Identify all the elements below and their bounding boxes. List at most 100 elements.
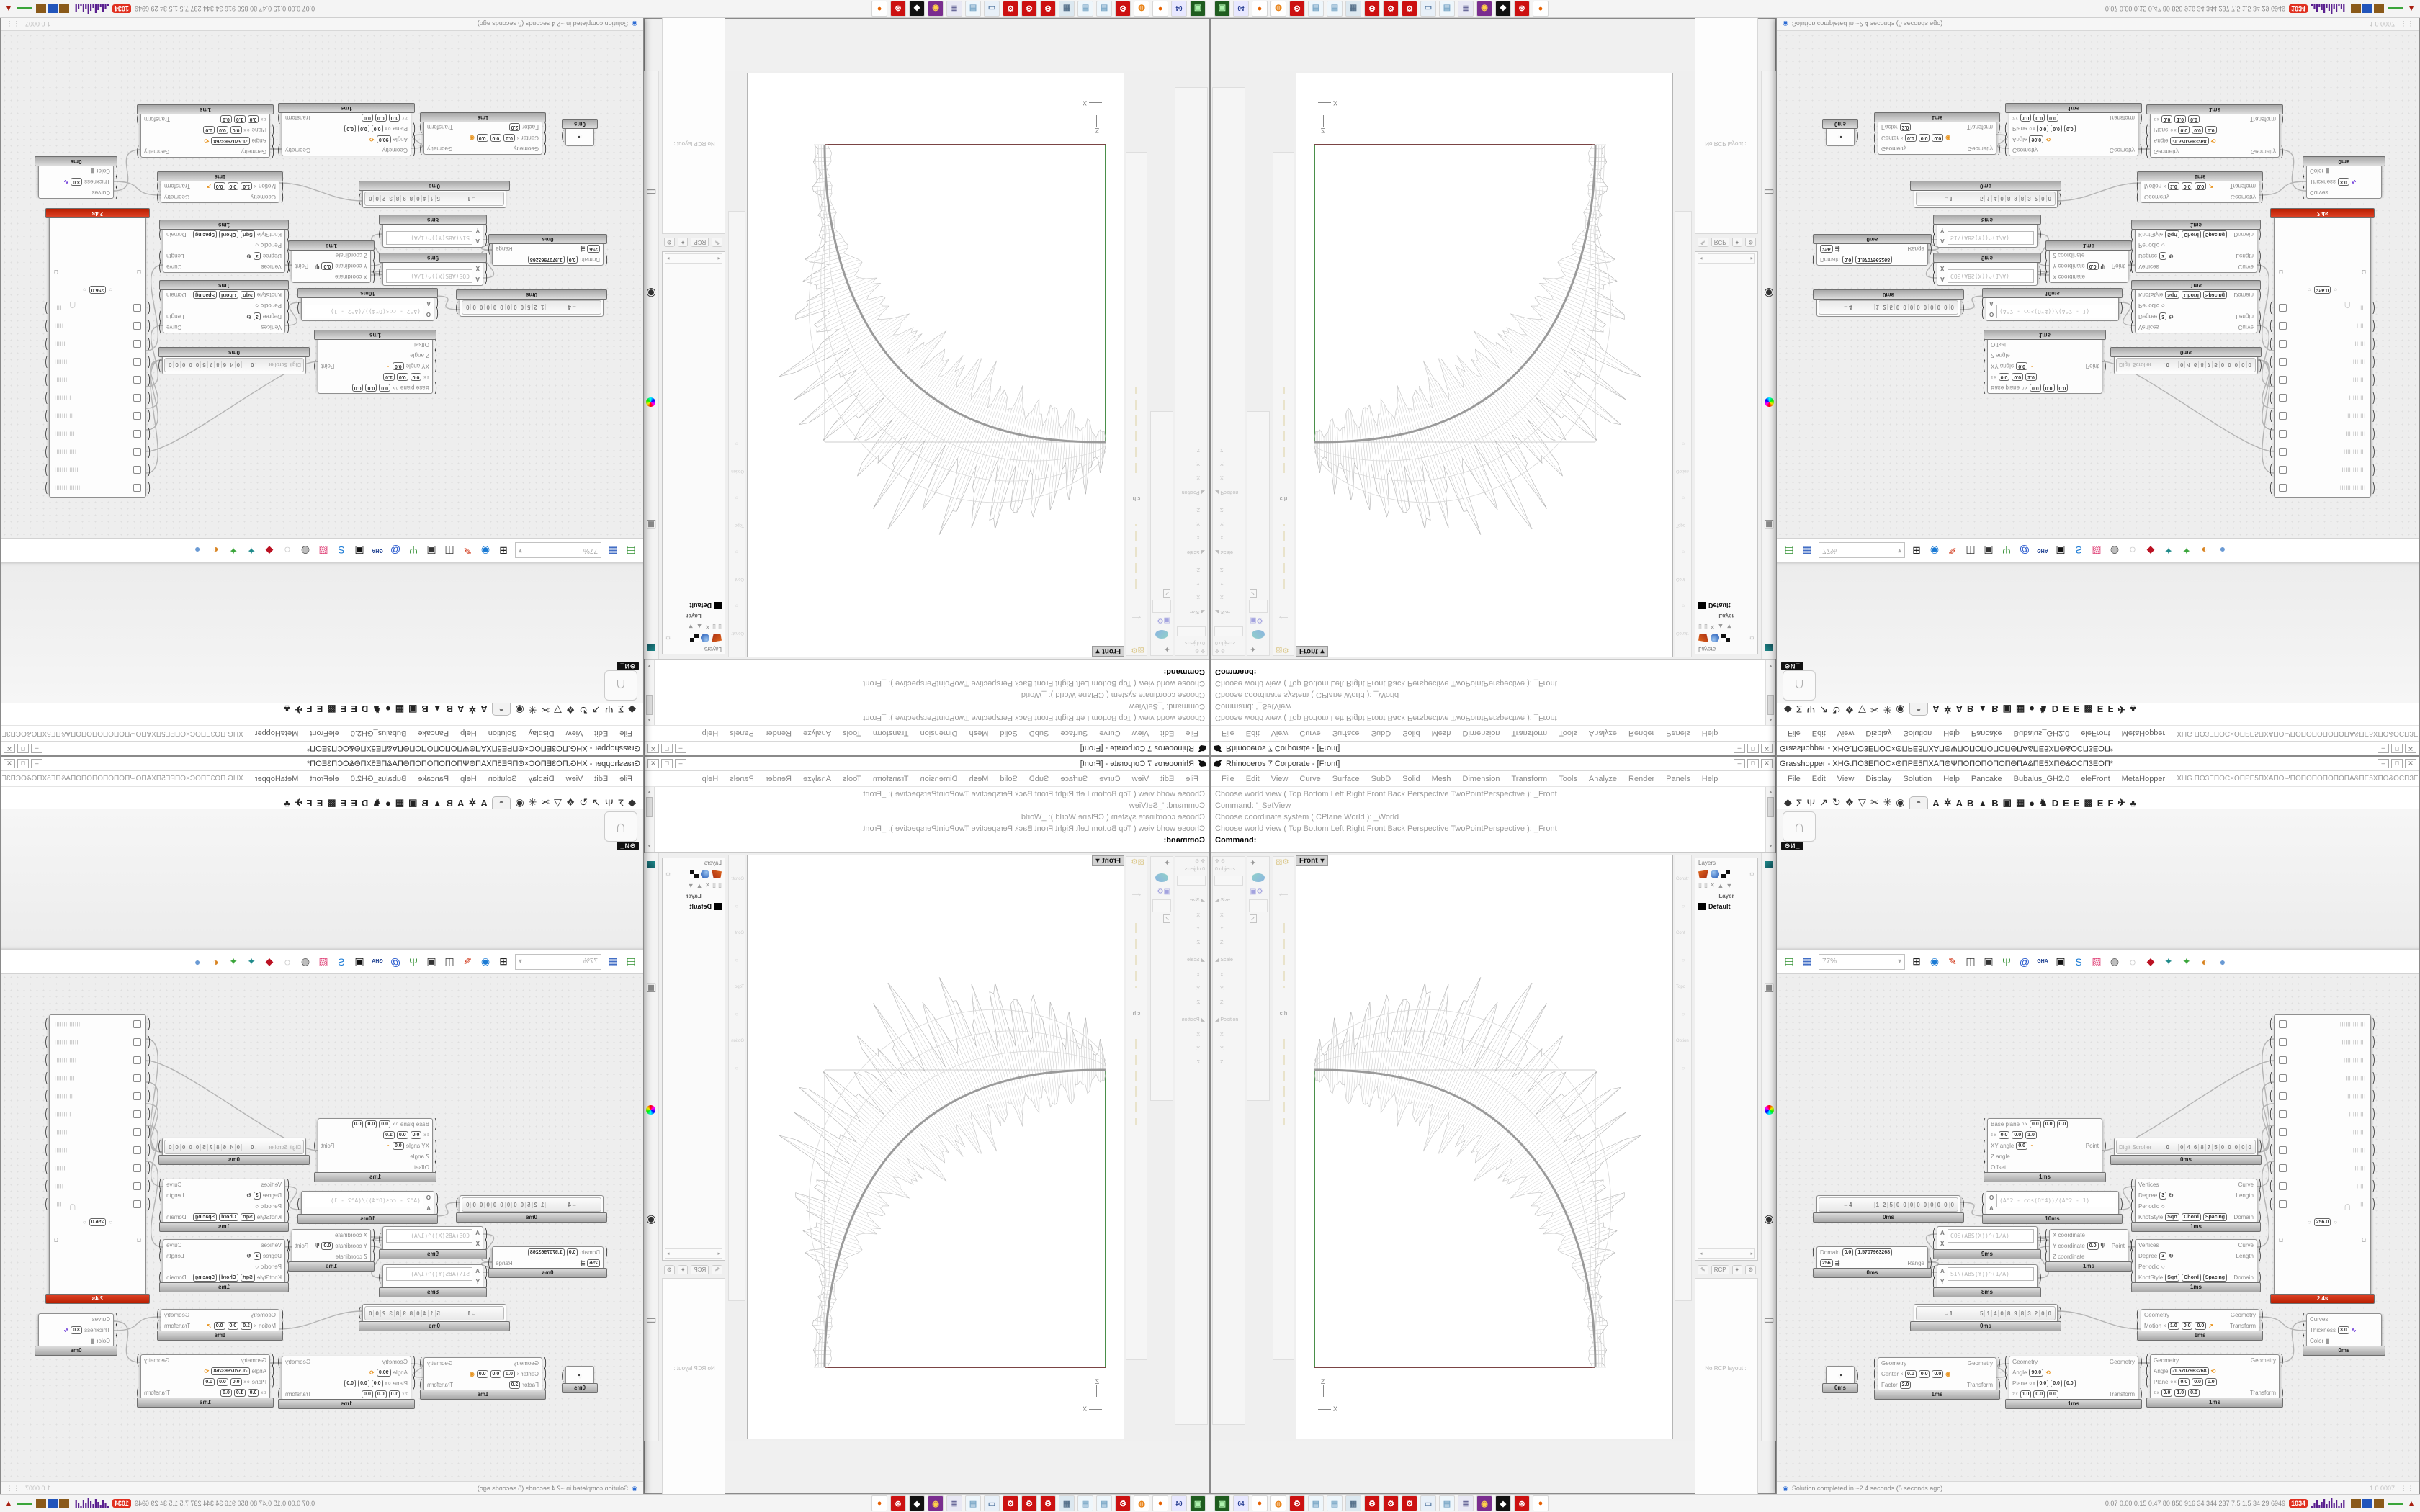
value-chip[interactable]: 0.0 (2033, 1390, 2045, 1398)
digit-scroller-3[interactable]: →1 5 1 4 0 8 9 8 3 2 0 0) 0ms (358, 181, 510, 208)
tree-icon[interactable]: Ψ (2002, 955, 2011, 968)
search-icon[interactable]: S (2075, 544, 2082, 557)
custom-preview-node[interactable]: (Curves(Thickness 3.0 ∿(Color ▮ 0ms (35, 156, 118, 200)
value-chip[interactable]: 90.0 (2029, 135, 2044, 143)
value-chip[interactable]: 0.0 (2087, 262, 2099, 270)
output-hook[interactable]: ) (45, 427, 48, 441)
nurbs-curve-2[interactable]: (VerticesCurve)(Degree3↻Length)(Periodic… (158, 1238, 290, 1292)
chevron-down-icon[interactable]: ▾ (519, 958, 523, 966)
output-hook[interactable]: ) (277, 111, 280, 125)
output-hook[interactable]: ) (297, 301, 300, 315)
camera-icon[interactable]: ◉ (646, 287, 656, 300)
value-chip[interactable]: Spacing (2202, 230, 2228, 238)
display-input[interactable] (1152, 899, 1171, 912)
firefox-app-icon[interactable]: ● (1152, 1495, 1168, 1511)
value-chip[interactable]: 0.0 (2181, 1322, 2193, 1330)
value-chip[interactable]: 0.0 (358, 1380, 369, 1387)
output-hook[interactable]: ) (45, 1071, 48, 1085)
output-hook[interactable]: ) (2039, 1232, 2042, 1246)
value-chip[interactable]: 0.0 (2063, 1380, 2076, 1387)
digit-cell[interactable]: 0 (1914, 304, 1922, 311)
input-hook[interactable]: ( (1812, 1245, 1815, 1259)
redgear-app-icon-4[interactable]: ⚙ (1003, 1495, 1018, 1511)
paint-icon[interactable]: ✎ (463, 955, 472, 967)
input-hook[interactable]: ( (1983, 338, 1986, 352)
notepad-app-icon-3[interactable]: ▤ (1439, 1495, 1455, 1511)
plugin-tab-8[interactable]: ● (2029, 703, 2035, 714)
maths-tab[interactable]: Σ (1796, 797, 1803, 809)
digit-cell[interactable]: 2 (380, 1310, 388, 1317)
input-hook[interactable]: ( (2269, 1197, 2272, 1211)
digit-cell[interactable]: 0 (167, 1143, 174, 1151)
digit-cell[interactable]: 0 (2246, 1143, 2253, 1151)
digit-cell[interactable]: 6 (2191, 1143, 2198, 1151)
output-hook[interactable]: ) (2372, 1089, 2375, 1103)
construct-point-node[interactable]: (X coordinate(Y coordinate 0.0 Ψ Point)(Z c… (2045, 240, 2133, 284)
layer-row-default[interactable]: Default (1695, 600, 1757, 611)
digit-cell[interactable]: 8 (215, 1143, 222, 1151)
digit-cell[interactable]: 1 (539, 304, 547, 311)
input-hook[interactable]: ( (544, 120, 547, 135)
rhino-menu-help[interactable]: Help (702, 729, 719, 738)
notepad-app-icon-1[interactable]: ▤ (1308, 1, 1324, 17)
digit-cell[interactable]: 8 (2198, 361, 2205, 369)
redgear-app-icon-1[interactable]: ⚙ (1289, 1, 1305, 17)
open-file-icon[interactable]: ▤ (1784, 955, 1794, 967)
preview-green-icon[interactable]: ✦ (229, 955, 238, 967)
package-icon[interactable]: ▧ (318, 545, 328, 557)
command-prompt[interactable]: Command: (1215, 667, 1257, 676)
output-hook[interactable]: ) (45, 337, 48, 351)
cluster-toggle[interactable] (2279, 1146, 2287, 1154)
output-hook[interactable]: ) (1962, 301, 1965, 315)
chevron-down-icon[interactable]: ▾ (1320, 647, 1325, 655)
digit-cell[interactable]: 5 (1978, 195, 1985, 202)
scale-node[interactable]: (Geometry Geometry)(Center x 0.0 0.0 0.0 ◉(Fac… (1873, 1356, 2001, 1400)
value-chip[interactable]: 0.0 (1932, 134, 1944, 142)
gem-icon[interactable]: ◆ (265, 955, 274, 967)
output-hook[interactable]: ) (1930, 242, 1932, 256)
output-hook[interactable]: ) (2372, 1125, 2375, 1139)
expression-text[interactable]: (A^2 - cos(O*4))/(A^2 - 1) (305, 1194, 424, 1207)
output-hook[interactable]: ) (297, 1197, 300, 1211)
value-chip[interactable]: 0.0 (2063, 125, 2076, 132)
expression-cos[interactable]: A(X(COS(ABS(X))^(1/A)) 9ms (1932, 253, 2042, 286)
layer-row-default[interactable]: Default (663, 901, 725, 912)
digit-cell[interactable]: 0 (1948, 304, 1955, 311)
input-hook[interactable]: ( (2269, 1107, 2272, 1121)
input-hook[interactable]: ( (1983, 381, 1986, 395)
plugin-tab-2[interactable]: A (1955, 798, 1963, 809)
digit-cell[interactable]: 2 (2032, 1310, 2039, 1317)
digit-cell[interactable]: 0 (485, 304, 492, 311)
plugin-tab-10[interactable]: D (2051, 703, 2059, 714)
digit-cell[interactable]: 6 (221, 1143, 229, 1151)
value-chip[interactable]: Sqrt (240, 230, 255, 238)
value-chip[interactable]: 256 (1820, 1259, 1833, 1267)
cluster-toggle[interactable] (2279, 448, 2287, 456)
selected-plugin-tab[interactable]: ◓ (491, 796, 511, 809)
value-chip[interactable]: 256.0 (2313, 286, 2331, 294)
output-hook[interactable]: ) (2372, 373, 2375, 387)
rotate-node-1[interactable]: (Geometry Geometry)(Angle 90.0 ⟲(Plane o x 0.… (2004, 1354, 2143, 1409)
digit-scroller-3[interactable]: →1 5 1 4 0 8 9 8 3 2 0 0) 0ms (358, 1304, 510, 1331)
rhino-menu-tools[interactable]: Tools (843, 729, 861, 738)
digit-scroller-1[interactable]: Digit Scroller →0 0 4 6 8 7 5 0 0 0 0 0) 0ms (158, 347, 310, 374)
value-chip[interactable]: 0.0 (217, 1378, 228, 1386)
value-chip[interactable]: -1.5707963268 (2170, 1367, 2209, 1375)
new-layer-icon[interactable]: ▯ (718, 881, 722, 888)
section-size[interactable]: ◢ Size (1215, 898, 1230, 903)
close-button[interactable]: ✕ (2405, 744, 2416, 753)
mesh-tab[interactable]: ▽ (1858, 796, 1866, 808)
digit-cell[interactable]: 0 (465, 304, 472, 311)
gh-menu-display[interactable]: Display (1865, 729, 1892, 738)
output-hook[interactable]: ) (1856, 1369, 1859, 1383)
display-checkbox[interactable]: ✓ (1250, 589, 1257, 598)
output-hook[interactable]: ) (45, 1017, 48, 1031)
resize-grip-icon[interactable]: ⋮⋮ (6, 1484, 19, 1492)
output-hook[interactable]: ) (2259, 1248, 2262, 1263)
value-chip[interactable]: 0.0 (1918, 1370, 1930, 1378)
digit-cell[interactable]: 0 (512, 1201, 519, 1208)
cluster-toggle[interactable] (2279, 1056, 2287, 1064)
tray-alert-badge[interactable]: 1034 (112, 1499, 131, 1508)
ribbon-component-tag[interactable]: ΘИ_ (616, 662, 639, 670)
